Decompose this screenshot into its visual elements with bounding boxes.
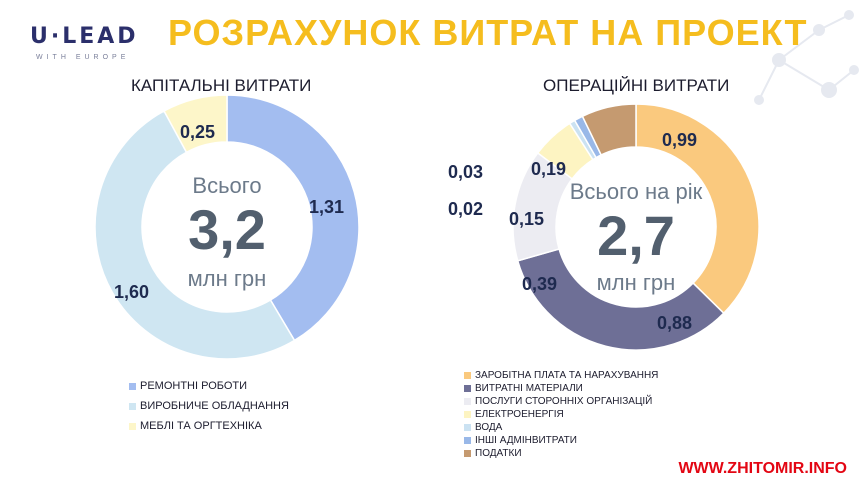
legend-swatch <box>129 382 136 390</box>
operating-value-label: 0,99 <box>662 130 698 150</box>
legend-item: ВИРОБНИЧЕ ОБЛАДНАННЯ <box>129 396 289 416</box>
legend-label: ПОСЛУГИ СТОРОННІХ ОРГАНІЗАЦІЙ <box>475 396 653 407</box>
operating-center-top: Всього на рік <box>569 179 703 204</box>
legend-label: ІНШІ АДМІНВИТРАТИ <box>475 435 577 446</box>
legend-item: ПОСЛУГИ СТОРОННІХ ОРГАНІЗАЦІЙ <box>464 395 658 408</box>
legend-swatch <box>464 437 471 444</box>
legend-item: ПОДАТКИ <box>464 447 658 460</box>
capital-center-top: Всього <box>192 173 262 198</box>
logo-subtitle: WITH EUROPE <box>36 54 130 61</box>
capital-value-label: 0,25 <box>180 122 216 142</box>
capital-center-total: 3,2 <box>188 198 266 261</box>
legend-swatch <box>464 424 471 431</box>
legend-label: РЕМОНТНІ РОБОТИ <box>140 380 248 392</box>
molecule-decoration <box>754 10 859 105</box>
page-title: РОЗРАХУНОК ВИТРАТ НА ПРОЕКТ <box>168 12 808 53</box>
operating-chart-title: ОПЕРАЦІЙНІ ВИТРАТИ <box>543 76 730 95</box>
operating-center-unit: млн грн <box>596 270 676 295</box>
capital-value-label: 1,60 <box>114 282 150 302</box>
operating-value-label: 0,15 <box>509 209 545 229</box>
legend-item: ЕЛЕКТРОЕНЕРГІЯ <box>464 408 658 421</box>
legend-item: ВОДА <box>464 421 658 434</box>
legend-swatch <box>129 402 136 410</box>
legend-item: ІНШІ АДМІНВИТРАТИ <box>464 434 658 447</box>
operating-value-label: 0,19 <box>531 159 567 179</box>
capital-chart-title: КАПІТАЛЬНІ ВИТРАТИ <box>131 76 312 95</box>
logo: U·LEAD <box>30 24 139 49</box>
operating-value-label: 0,88 <box>657 313 693 333</box>
operating-donut-segment <box>635 103 760 315</box>
legend-swatch <box>464 385 471 392</box>
capital-donut-segment <box>94 109 296 360</box>
capital-donut-segment <box>226 94 360 342</box>
legend-swatch <box>129 422 136 430</box>
legend-label: ВИРОБНИЧЕ ОБЛАДНАННЯ <box>140 400 289 412</box>
capital-donut-segment <box>163 94 228 154</box>
site-url: WWW.ZHITOMIR.INFO <box>678 460 847 477</box>
legend-swatch <box>464 398 471 405</box>
legend-item: РЕМОНТНІ РОБОТИ <box>129 376 289 396</box>
operating-value-label: 0,03 <box>448 162 484 182</box>
legend-swatch <box>464 450 471 457</box>
legend-swatch <box>464 372 471 379</box>
operating-donut-segment <box>581 103 637 156</box>
legend-item: МЕБЛІ ТА ОРГТЕХНІКА <box>129 416 289 436</box>
operating-legend: ЗАРОБІТНА ПЛАТА ТА НАРАХУВАННЯ ВИТРАТНІ … <box>464 369 658 460</box>
legend-label: ЗАРОБІТНА ПЛАТА ТА НАРАХУВАННЯ <box>475 370 659 381</box>
legend-label: ЕЛЕКТРОЕНЕРГІЯ <box>475 409 564 420</box>
operating-donut-segment <box>516 248 725 351</box>
operating-value-label: 0,02 <box>448 199 484 219</box>
legend-item: ВИТРАТНІ МАТЕРІАЛИ <box>464 382 658 395</box>
legend-item: ЗАРОБІТНА ПЛАТА ТА НАРАХУВАННЯ <box>464 369 658 382</box>
legend-label: МЕБЛІ ТА ОРГТЕХНІКА <box>140 420 262 432</box>
capital-value-label: 1,31 <box>309 197 345 217</box>
legend-label: ВОДА <box>475 422 503 433</box>
capital-center-unit: млн грн <box>187 266 267 291</box>
operating-value-label: 0,39 <box>522 274 558 294</box>
operating-center-total: 2,7 <box>597 204 675 267</box>
legend-label: ПОДАТКИ <box>475 448 522 459</box>
legend-label: ВИТРАТНІ МАТЕРІАЛИ <box>475 383 583 394</box>
legend-swatch <box>464 411 471 418</box>
capital-legend: РЕМОНТНІ РОБОТИ ВИРОБНИЧЕ ОБЛАДНАННЯ МЕБ… <box>129 376 289 436</box>
